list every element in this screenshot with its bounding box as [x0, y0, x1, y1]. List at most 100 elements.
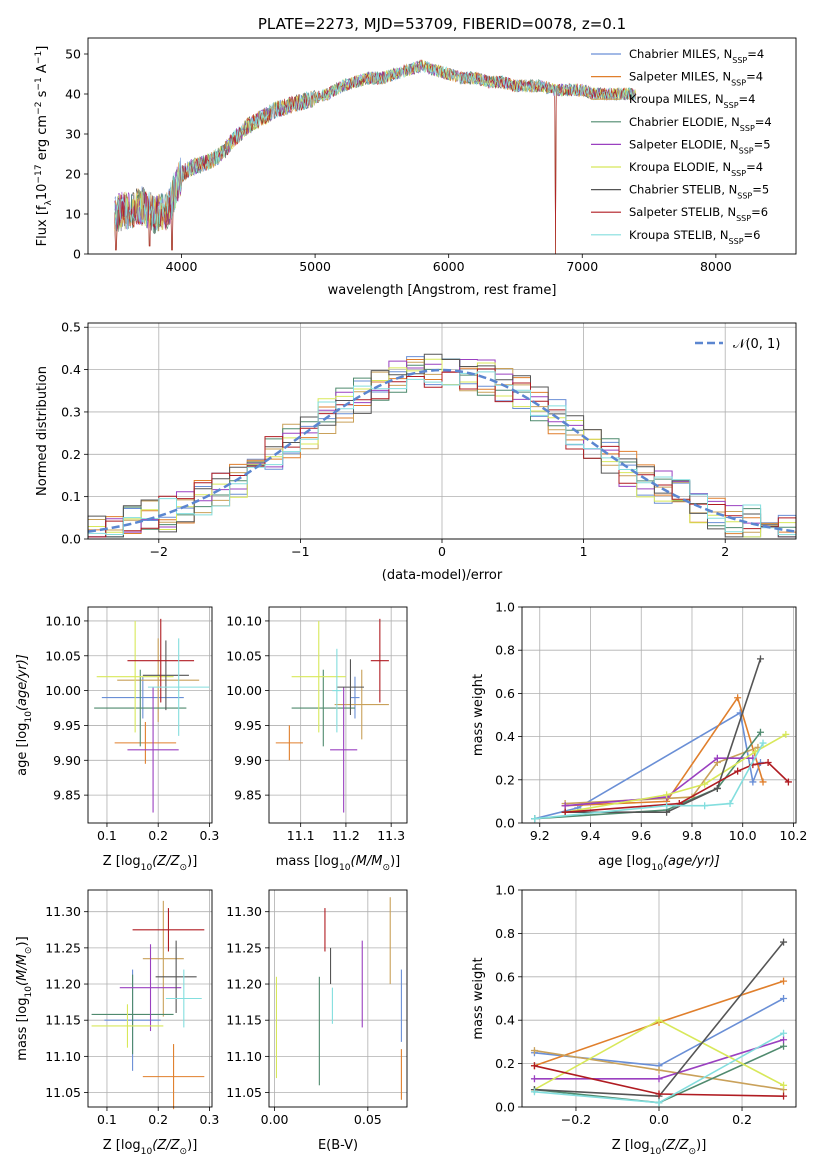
y-tick-label: 10.00 — [226, 683, 262, 698]
legend-label: Salpeter STELIB, NSSP=6 — [629, 205, 768, 223]
x-tick-label: 5000 — [299, 259, 331, 274]
weight-marker — [759, 778, 767, 786]
plots: 4000 5000 6000 7000 800001020304050wavelengt… — [15, 37, 807, 1157]
weight-marker — [780, 1081, 788, 1089]
weight-marker — [780, 995, 788, 1002]
y-tick-label: 0.0 — [495, 816, 515, 831]
plot-area — [275, 618, 389, 813]
x-axis-label: Z [log10(Z/Z⊙)] — [612, 1138, 707, 1157]
weight-series-3 — [534, 731, 762, 820]
y-axis-label: mass [log10(M/M⊙)] — [15, 936, 34, 1060]
y-tick-label: 10.10 — [45, 613, 81, 628]
weight-marker — [530, 1062, 538, 1070]
y-tick-label: 1.0 — [495, 883, 515, 898]
weight-marker — [561, 802, 569, 810]
normal-curve — [87, 368, 797, 533]
y-tick-label: 0.6 — [495, 969, 515, 984]
weight-series-6 — [565, 658, 762, 813]
y-tick-label: 11.15 — [226, 1013, 262, 1028]
x-axis-label: Z [log10(Z/Z⊙)] — [103, 854, 198, 873]
weight-marker — [734, 694, 742, 702]
x-tick-label: 0.00 — [261, 1112, 289, 1127]
y-tick-label: 20 — [65, 167, 81, 182]
y-tick-label: 0.4 — [495, 1013, 515, 1028]
y-tick-label: 11.05 — [45, 1085, 81, 1100]
weight-marker — [726, 800, 734, 808]
y-tick-label: 0.6 — [495, 686, 515, 701]
weight-marker — [780, 1029, 788, 1037]
x-tick-label: −0.2 — [561, 1112, 591, 1127]
axes-frame — [87, 606, 213, 824]
y-tick-label: 11.10 — [45, 1049, 81, 1064]
x-tick-label: −1 — [291, 544, 309, 559]
panel-spectrum: 4000 5000 6000 7000 8000 0 10 20 30 40 50 wavelengt… — [34, 37, 797, 298]
x-tick-label: 0.2 — [732, 1112, 752, 1127]
y-tick-label: 1.0 — [495, 600, 515, 615]
axes-frame — [87, 322, 797, 540]
weight-marker — [713, 754, 721, 762]
x-tick-label: 0.3 — [199, 1112, 219, 1127]
weight-marker — [759, 739, 767, 747]
figure-title: PLATE=2273, MJD=53709, FIBERID=0078, z=0… — [258, 15, 626, 33]
weight-marker — [655, 1099, 663, 1107]
y-tick-label: 11.25 — [226, 940, 262, 955]
y-tick-label: 11.20 — [45, 977, 81, 992]
y-tick-label: 0.2 — [495, 1056, 515, 1071]
spectrum-series-8 — [114, 61, 636, 231]
y-tick-label: 10.05 — [226, 648, 262, 663]
weight-marker — [764, 759, 772, 767]
y-tick-label: 0.0 — [495, 1100, 515, 1115]
weight-marker — [734, 767, 742, 775]
y-tick-label: 11.20 — [226, 977, 262, 992]
y-tick-label: 9.85 — [234, 788, 262, 803]
weight-marker — [561, 808, 569, 816]
weight-series-4 — [565, 757, 753, 807]
y-axis-label: Flux [fλ10−17 erg cm−2 s−1 A−1] — [34, 46, 54, 247]
plot-area — [94, 618, 210, 813]
y-tick-label: 11.25 — [45, 940, 81, 955]
x-tick-label: 0.1 — [97, 828, 117, 843]
panel-mass-age: 11.1 11.2 11.3 9.85 9.90 9.95 10.00 10.05 10.10 m… — [226, 606, 408, 873]
y-tick-label: 9.85 — [53, 788, 81, 803]
weight-marker — [784, 778, 792, 786]
legend-label: Kroupa MILES, NSSP=4 — [629, 92, 755, 110]
plot-area — [87, 353, 797, 539]
weight-marker — [756, 728, 764, 736]
x-tick-label: 4000 — [166, 259, 198, 274]
y-tick-label: 10.00 — [45, 683, 81, 698]
x-tick-label: 0.0 — [649, 1112, 669, 1127]
legend-label: Salpeter MILES, NSSP=4 — [629, 70, 763, 88]
weight-marker — [655, 1075, 663, 1083]
y-tick-label: 11.15 — [45, 1013, 81, 1028]
x-tick-label: 9.8 — [682, 828, 702, 843]
axes-frame — [521, 606, 797, 824]
panel-z-mass: 0.1 0.2 0.3 11.05 11.10 11.15 11.20 11.25 11.30 Z… — [15, 889, 219, 1157]
legend-label: Chabrier ELODIE, NSSP=4 — [629, 115, 772, 133]
y-axis-label: age [log10(age/yr)] — [15, 654, 34, 776]
histogram-series-8 — [87, 371, 797, 539]
x-tick-label: 7000 — [566, 259, 598, 274]
panel-z-weights: −0.2 0.0 0.2 0.0 0.2 0.4 0.6 0.8 1.0 Z [log10(Z/Z… — [471, 883, 797, 1157]
weight-marker — [701, 802, 709, 810]
x-axis-label: (data-model)/error — [382, 568, 503, 583]
x-axis-label: Z [log10(Z/Z⊙)] — [103, 1138, 198, 1157]
weight-marker — [749, 778, 757, 786]
weight-series-1 — [565, 695, 764, 807]
legend-label: Kroupa ELODIE, NSSP=4 — [629, 160, 763, 178]
axes-frame — [87, 889, 213, 1108]
y-axis-label: mass weight — [471, 674, 486, 756]
weight-marker — [780, 938, 788, 946]
y-tick-label: 0.5 — [61, 320, 81, 335]
weight-marker — [663, 802, 671, 810]
y-tick-label: 0.1 — [61, 489, 81, 504]
y-tick-label: 30 — [65, 127, 81, 142]
x-tick-label: 10.0 — [729, 828, 757, 843]
y-tick-label: 50 — [65, 47, 81, 62]
weight-marker — [701, 780, 709, 788]
panel-residuals: −2 −1 0 1 2 0.0 0.1 0.2 0.3 0.4 0.5 𝒩(0, 1) (data-mo… — [35, 320, 797, 583]
y-tick-label: 10.05 — [45, 648, 81, 663]
weight-marker — [655, 1016, 663, 1024]
spectrum-series-0 — [114, 60, 636, 231]
y-tick-label: 0.3 — [61, 404, 81, 419]
